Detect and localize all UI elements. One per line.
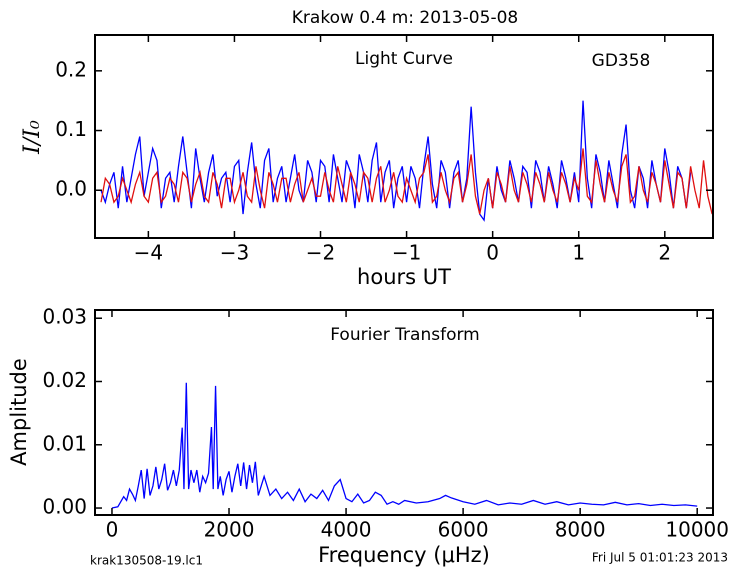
x-tick-label: 8000	[555, 518, 606, 542]
figure-title: Krakow 0.4 m: 2013-05-08	[292, 8, 518, 28]
x-tick-label: 1	[572, 241, 585, 265]
y-tick-label: 0.02	[42, 368, 87, 392]
x-tick-label: 0	[486, 241, 499, 265]
x-tick-label: −2	[306, 241, 335, 265]
x-tick-label: 10000	[665, 518, 729, 542]
x-tick-label: −1	[392, 241, 421, 265]
axes-frame	[94, 309, 714, 516]
y-tick-label: 0.0	[55, 177, 87, 201]
y-tick-label: 0.1	[55, 117, 87, 141]
axes-frame	[94, 34, 714, 239]
y-tick-label: 0.00	[42, 495, 87, 519]
x-tick-label: 6000	[438, 518, 489, 542]
x-tick-label: −4	[134, 241, 163, 265]
data-line	[100, 148, 713, 215]
x-tick-label: 2	[658, 241, 671, 265]
y-axis-label: I/I₀	[20, 120, 45, 155]
y-tick-label: 0.2	[55, 57, 87, 81]
annotation: GD358	[592, 51, 651, 71]
y-tick-label: 0.01	[42, 431, 87, 455]
x-tick-label: −3	[220, 241, 249, 265]
y-tick-label: 0.03	[42, 305, 87, 329]
footer-date: Fri Jul 5 01:01:23 2013	[592, 551, 728, 565]
y-axis-label: Amplitude	[7, 358, 31, 466]
annotation: Fourier Transform	[330, 325, 479, 345]
data-line	[111, 382, 698, 509]
x-tick-label: 4000	[321, 518, 372, 542]
x-axis-label: hours UT	[357, 265, 451, 289]
data-line	[100, 100, 692, 222]
x-tick-label: 0	[106, 518, 119, 542]
x-tick-label: 2000	[204, 518, 255, 542]
x-axis-label: Frequency (μHz)	[318, 543, 490, 567]
footer-file: krak130508-19.lc1	[90, 554, 203, 568]
annotation: Light Curve	[355, 49, 453, 69]
